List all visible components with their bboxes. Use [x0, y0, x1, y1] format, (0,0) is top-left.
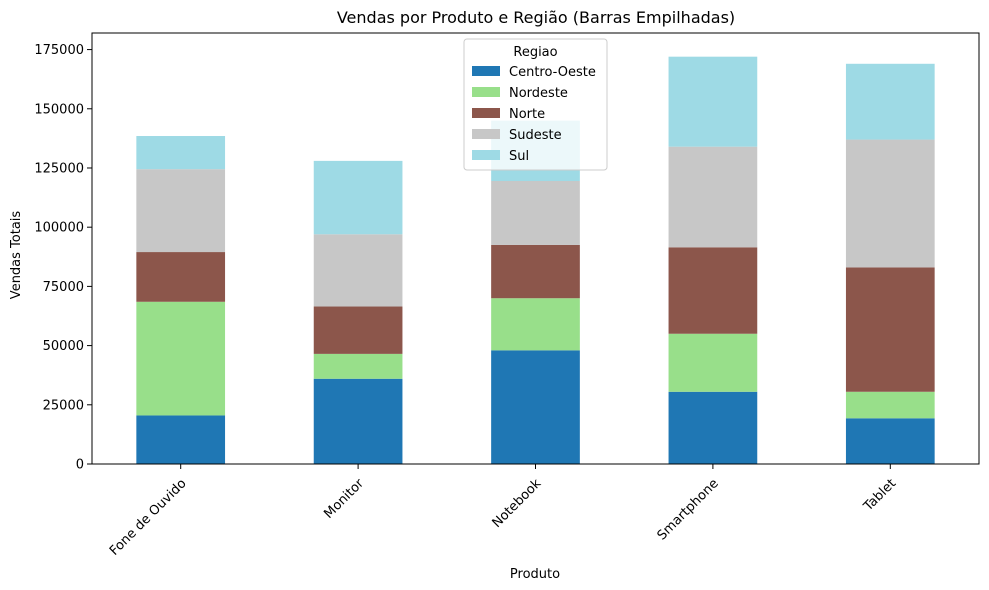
legend-label: Sudeste	[509, 128, 562, 143]
legend-label: Centro-Oeste	[509, 65, 596, 80]
y-tick-label: 100000	[34, 221, 84, 236]
y-axis: 0 25000 50000 75000 100000 125000 150000 175000	[34, 43, 92, 473]
legend-swatch	[472, 150, 500, 160]
y-tick-label: 75000	[43, 280, 84, 295]
legend-label: Sul	[509, 149, 529, 164]
bar-centro-oeste-tablet	[845, 418, 935, 464]
bar-sudeste-monitor	[313, 234, 403, 307]
y-tick-label: 175000	[34, 43, 84, 58]
x-tick-label: Notebook	[490, 476, 545, 531]
bar-nordeste-notebook	[491, 298, 580, 351]
y-tick-label: 0	[76, 458, 84, 473]
legend-swatch	[472, 87, 500, 97]
bar-nordeste-fone-de-ouvido	[136, 301, 226, 416]
x-axis-label: Produto	[510, 567, 560, 582]
bar-nordeste-monitor	[313, 353, 403, 379]
bar-sul-smartphone	[668, 56, 758, 147]
x-tick-label: Tablet	[860, 476, 899, 515]
bar-centro-oeste-monitor	[313, 378, 403, 464]
bar-centro-oeste-fone-de-ouvido	[136, 415, 226, 464]
bar-sudeste-fone-de-ouvido	[136, 169, 226, 253]
x-tick-label: Fone de Ouvido	[107, 476, 190, 559]
y-tick-label: 150000	[34, 102, 84, 117]
x-tick-label: Monitor	[321, 476, 367, 522]
legend-label: Norte	[509, 107, 545, 122]
legend: Regiao Centro-Oeste Nordeste Norte Sudeste Su…	[463, 38, 608, 171]
bar-norte-tablet	[845, 267, 935, 392]
bar-norte-smartphone	[668, 247, 758, 334]
legend-label: Nordeste	[509, 86, 568, 101]
legend-swatch	[472, 66, 500, 76]
legend-title: Regiao	[513, 45, 557, 60]
y-tick-label: 50000	[43, 339, 84, 354]
bar-nordeste-smartphone	[668, 333, 758, 392]
bar-norte-monitor	[313, 306, 403, 354]
y-axis-label: Vendas Totais	[9, 211, 24, 300]
bar-sul-tablet	[845, 63, 935, 140]
bar-centro-oeste-smartphone	[668, 391, 758, 464]
x-tick-label: Smartphone	[655, 476, 722, 543]
chart-title: Vendas por Produto e Região (Barras Empi…	[337, 8, 735, 27]
bar-norte-notebook	[491, 244, 580, 299]
legend-swatch	[472, 129, 500, 139]
plot-area	[91, 32, 980, 465]
bar-sul-monitor	[313, 160, 403, 235]
bar-norte-fone-de-ouvido	[136, 252, 226, 302]
bar-centro-oeste-notebook	[491, 350, 580, 464]
bar-sul-fone-de-ouvido	[136, 136, 226, 170]
y-tick-label: 25000	[43, 398, 84, 413]
y-tick-label: 125000	[34, 161, 84, 176]
legend-swatch	[472, 108, 500, 118]
bar-sudeste-smartphone	[668, 146, 758, 248]
x-axis: Fone de Ouvido Monitor Notebook Smartphone T…	[107, 464, 899, 559]
bar-sudeste-notebook	[491, 181, 580, 245]
bar-nordeste-tablet	[845, 391, 935, 419]
bar-sudeste-tablet	[845, 139, 935, 268]
